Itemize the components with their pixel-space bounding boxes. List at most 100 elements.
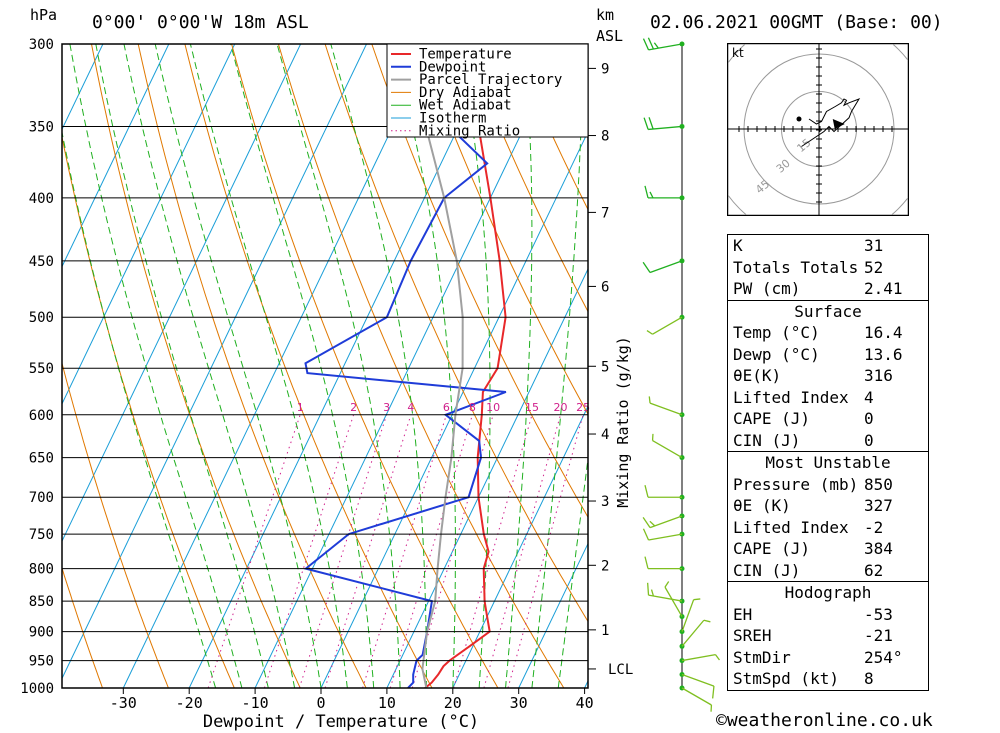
pressure-tick-label: 850 [29,594,54,610]
height-tick-label: 6 [601,279,609,295]
wet-adiabat-line [557,455,588,688]
dry-adiabat-line [231,44,499,688]
isotherm-line [188,44,499,688]
surface-row: Dewp (°C) 13.6 [733,344,903,364]
wet-adiabat-line [457,44,491,688]
wet-adiabat-line [391,44,456,688]
isotherm-line [320,130,588,688]
pressure-tick-label: 950 [29,654,54,670]
hodo-row: SREH -21 [733,626,893,645]
mu-row: CAPE (J) 384 [733,539,893,558]
wet-adiabat-line [123,44,296,688]
legend-item: Isotherm [419,111,486,127]
isotherm-line [62,44,170,268]
wet-adiabat-line [69,44,243,688]
forecast-datetime: 02.06.2021 00GMT (Base: 00) [650,12,943,33]
pressure-tick-label: 400 [29,191,54,207]
wind-barb [679,671,715,699]
pressure-tick-label: 350 [29,119,54,135]
isotherm-line [254,44,565,688]
mixing-ratio-line [324,414,412,688]
hodograph-title: Hodograph [728,581,928,604]
isotherm-line [122,44,433,688]
dry-adiabat-line [464,44,588,313]
mu-row: θE (K) 327 [733,496,893,515]
wet-adiabat-line [276,44,401,688]
dry-adiabat-line [979,44,1000,688]
wind-barb [642,37,685,51]
index-row-totals: Totals Totals 52 [728,257,928,279]
dry-adiabat-line [418,44,588,416]
index-row-k: K 31 [728,235,928,257]
isotherm-line [62,44,236,405]
temperature-tick-label: -20 [176,694,203,712]
hodograph-marker [796,116,802,122]
legend-item: Temperature [419,47,512,63]
indices-table: K 31 Totals Totals 52 PW (cm) 2.41 Surface … [727,234,929,691]
wind-barb [646,314,685,335]
wind-barb [642,513,685,529]
mixing-ratio-label: 4 [407,401,414,414]
height-tick-label: 4 [601,427,609,443]
pressure-tick-label: 600 [29,408,54,424]
pressure-tick-label: 800 [29,562,54,578]
legend-item: Wet Adiabat [419,98,512,114]
wind-barb [644,485,685,500]
mixing-ratio-line [507,414,584,688]
temperature-tick-label: 30 [510,694,528,712]
dry-adiabat-line [62,134,235,688]
index-value: 52 [864,257,884,277]
asl-unit-label: ASL [596,27,624,45]
wind-barb [642,258,685,274]
surface-title: Surface [728,299,928,323]
height-tick-label: 7 [601,205,609,221]
wind-barb [679,619,711,649]
site-credit[interactable]: ©weatheronline.co.uk [716,710,933,731]
wind-barb [648,396,685,418]
pressure-tick-label: 650 [29,451,54,467]
wind-barb [643,117,685,131]
index-label: PW (cm) [733,279,801,298]
mixing-ratio-label: 20 [554,401,568,414]
mixing-ratio-label: 8 [469,401,476,414]
index-value: 2.41 [864,279,903,298]
dry-adiabat-line [371,44,588,519]
temperature-tick-label: 20 [444,694,462,712]
hodo-row: EH -53 [733,604,893,624]
wet-adiabat-line [230,44,375,688]
wind-barb [642,528,685,541]
plot-frame [61,43,589,689]
index-label: Totals Totals [733,257,859,277]
mixing-ratio-label: 3 [383,401,390,414]
temperature-tick-label: -30 [110,694,137,712]
wet-adiabat-line [531,44,584,688]
wet-adiabat-line [189,44,348,688]
legend-item: Dry Adiabat [419,85,512,101]
mixing-ratio-label: 10 [486,401,500,414]
temperature-tick-label: 0 [316,694,325,712]
height-tick-label: 9 [601,61,609,77]
mu-row: Pressure (mb) 850 [733,474,893,494]
legend-item: Mixing Ratio [419,123,520,139]
most-unstable-title: Most Unstable [728,451,928,474]
mixing-ratio-axis-title: Mixing Ratio (g/kg) [614,336,632,508]
isotherm-line [452,405,588,688]
x-axis-title: Dewpoint / Temperature (°C) [203,712,479,732]
mixing-ratio-line [453,414,533,688]
pressure-tick-label: 900 [29,625,54,641]
height-tick-label: 8 [601,129,609,145]
temperature-line [424,44,507,688]
wind-barb [679,685,713,712]
legend-item: Dewpoint [419,59,486,75]
mixing-ratio-label: 1 [297,401,304,414]
hodo-row: StmSpd (kt) 8 [733,669,874,688]
surface-row: CIN (J) 0 [733,430,874,450]
surface-row: CAPE (J) 0 [733,409,874,428]
surface-row: Lifted Index 4 [733,387,874,407]
pressure-unit-label: hPa [30,6,58,24]
height-tick-label: 1 [601,623,609,639]
temperature-tick-label: -10 [242,694,269,712]
